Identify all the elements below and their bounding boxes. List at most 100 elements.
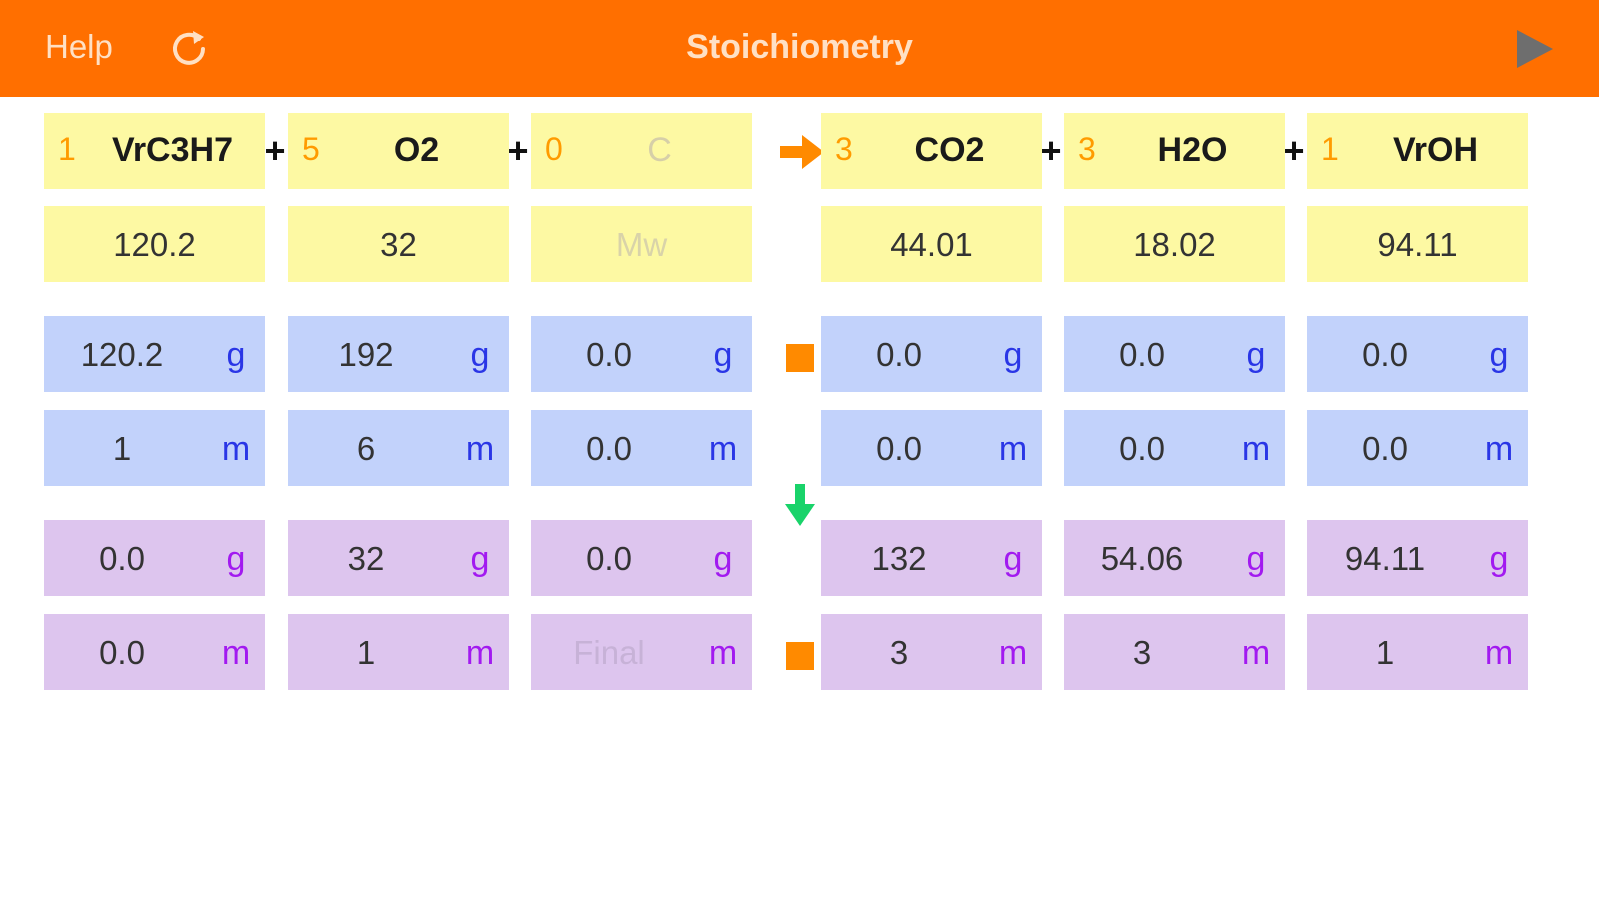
unit-g: g [470, 540, 490, 578]
formula[interactable]: H2O [1157, 131, 1228, 169]
formula[interactable]: O2 [393, 131, 440, 169]
unit-m: m [998, 430, 1028, 468]
initial-moles-field[interactable]: 0.0 m [1064, 410, 1285, 486]
final-grams[interactable]: 0.0 [586, 540, 632, 577]
molecular-weight-field[interactable]: 94.11 [1307, 206, 1528, 282]
species-formula-cell[interactable]: 3 H2O [1064, 113, 1285, 189]
mw-value[interactable]: 120.2 [113, 226, 196, 263]
coefficient[interactable]: 0 [545, 131, 563, 167]
formula[interactable]: VrC3H7 [112, 131, 233, 169]
unit-m: m [1241, 634, 1271, 672]
initial-mass-field[interactable]: 0.0 g [821, 316, 1042, 392]
initial-moles-field[interactable]: 0.0 m [821, 410, 1042, 486]
final-grams[interactable]: 0.0 [99, 540, 145, 577]
initial-grams[interactable]: 0.0 [876, 336, 922, 373]
species-formula-cell[interactable]: 0 C [531, 113, 752, 189]
arrow-right-icon [780, 135, 824, 169]
final-moles[interactable]: Final [573, 634, 645, 671]
mw-value[interactable]: 44.01 [890, 226, 973, 263]
final-mass-field[interactable]: 54.06 g [1064, 520, 1285, 596]
final-moles-field[interactable]: 0.0 m [44, 614, 265, 690]
mw-value[interactable]: 94.11 [1377, 226, 1458, 263]
coefficient[interactable]: 3 [835, 131, 853, 167]
initial-moles[interactable]: 0.0 [586, 430, 632, 467]
initial-moles[interactable]: 0.0 [1119, 430, 1165, 467]
formula[interactable]: VrOH [1392, 131, 1479, 169]
molecular-weight-field[interactable]: 32 [288, 206, 509, 282]
play-icon[interactable] [1515, 28, 1555, 70]
final-moles[interactable]: 0.0 [99, 634, 145, 671]
initial-mass-field[interactable]: 0.0 g [531, 316, 752, 392]
help-button[interactable]: Help [45, 28, 113, 65]
unit-m: m [708, 634, 738, 672]
final-mass-field[interactable]: 132 g [821, 520, 1042, 596]
initial-mass-field[interactable]: 120.2 g [44, 316, 265, 392]
unit-m: m [465, 430, 495, 468]
final-mass-field[interactable]: 0.0 g [531, 520, 752, 596]
final-moles-field[interactable]: Final m [531, 614, 752, 690]
final-mass-field[interactable]: 0.0 g [44, 520, 265, 596]
formula[interactable]: C [647, 131, 672, 169]
mw-value[interactable]: 18.02 [1133, 226, 1216, 263]
mw-value[interactable]: Mw [615, 226, 668, 263]
initial-grams[interactable]: 120.2 [80, 336, 164, 373]
species-formula-cell[interactable]: 1 VrC3H7 [44, 113, 265, 189]
coefficient[interactable]: 3 [1078, 131, 1096, 167]
final-moles[interactable]: 1 [1375, 634, 1395, 671]
unit-g: g [1246, 540, 1266, 578]
final-moles[interactable]: 3 [889, 634, 909, 671]
page-title: Stoichiometry [686, 28, 913, 66]
plus-sign: + [1283, 130, 1305, 171]
unit-m: m [1484, 634, 1514, 672]
unit-g: g [713, 336, 733, 374]
unit-g: g [1003, 336, 1023, 374]
species-formula-cell[interactable]: 5 O2 [288, 113, 509, 189]
initial-grams[interactable]: 0.0 [1362, 336, 1408, 373]
final-moles[interactable]: 3 [1132, 634, 1152, 671]
initial-moles[interactable]: 1 [112, 430, 132, 467]
final-mass-field[interactable]: 32 g [288, 520, 509, 596]
molecular-weight-field[interactable]: Mw [531, 206, 752, 282]
molecular-weight-field[interactable]: 120.2 [44, 206, 265, 282]
initial-mass-field[interactable]: 192 g [288, 316, 509, 392]
initial-grams[interactable]: 0.0 [1119, 336, 1165, 373]
unit-m: m [998, 634, 1028, 672]
molecular-weight-field[interactable]: 44.01 [821, 206, 1042, 282]
refresh-icon[interactable] [166, 25, 212, 71]
coefficient[interactable]: 1 [58, 131, 76, 167]
initial-moles-field[interactable]: 0.0 m [531, 410, 752, 486]
coefficient[interactable]: 1 [1321, 131, 1339, 167]
unit-m: m [221, 634, 251, 672]
final-moles[interactable]: 1 [356, 634, 376, 671]
initial-mass-field[interactable]: 0.0 g [1307, 316, 1528, 392]
unit-g: g [1003, 540, 1023, 578]
clear-final-square-icon[interactable] [786, 642, 814, 670]
final-mass-field[interactable]: 94.11 g [1307, 520, 1528, 596]
final-grams[interactable]: 32 [347, 540, 385, 577]
initial-mass-field[interactable]: 0.0 g [1064, 316, 1285, 392]
initial-grams[interactable]: 192 [338, 336, 394, 373]
initial-moles[interactable]: 0.0 [1362, 430, 1408, 467]
molecular-weight-field[interactable]: 18.02 [1064, 206, 1285, 282]
mw-value[interactable]: 32 [380, 226, 417, 263]
final-grams[interactable]: 94.11 [1344, 540, 1426, 577]
initial-grams[interactable]: 0.0 [586, 336, 632, 373]
final-grams[interactable]: 54.06 [1100, 540, 1184, 577]
unit-g: g [1489, 540, 1509, 578]
species-formula-cell[interactable]: 1 VrOH [1307, 113, 1528, 189]
species-formula-cell[interactable]: 3 CO2 [821, 113, 1042, 189]
initial-moles-field[interactable]: 0.0 m [1307, 410, 1528, 486]
initial-moles[interactable]: 6 [356, 430, 376, 467]
final-grams[interactable]: 132 [871, 540, 927, 577]
initial-moles[interactable]: 0.0 [876, 430, 922, 467]
nav-bar: Help Stoichiometry [0, 0, 1599, 97]
clear-initial-square-icon[interactable] [786, 344, 814, 372]
formula[interactable]: CO2 [914, 131, 985, 169]
coefficient[interactable]: 5 [302, 131, 320, 167]
